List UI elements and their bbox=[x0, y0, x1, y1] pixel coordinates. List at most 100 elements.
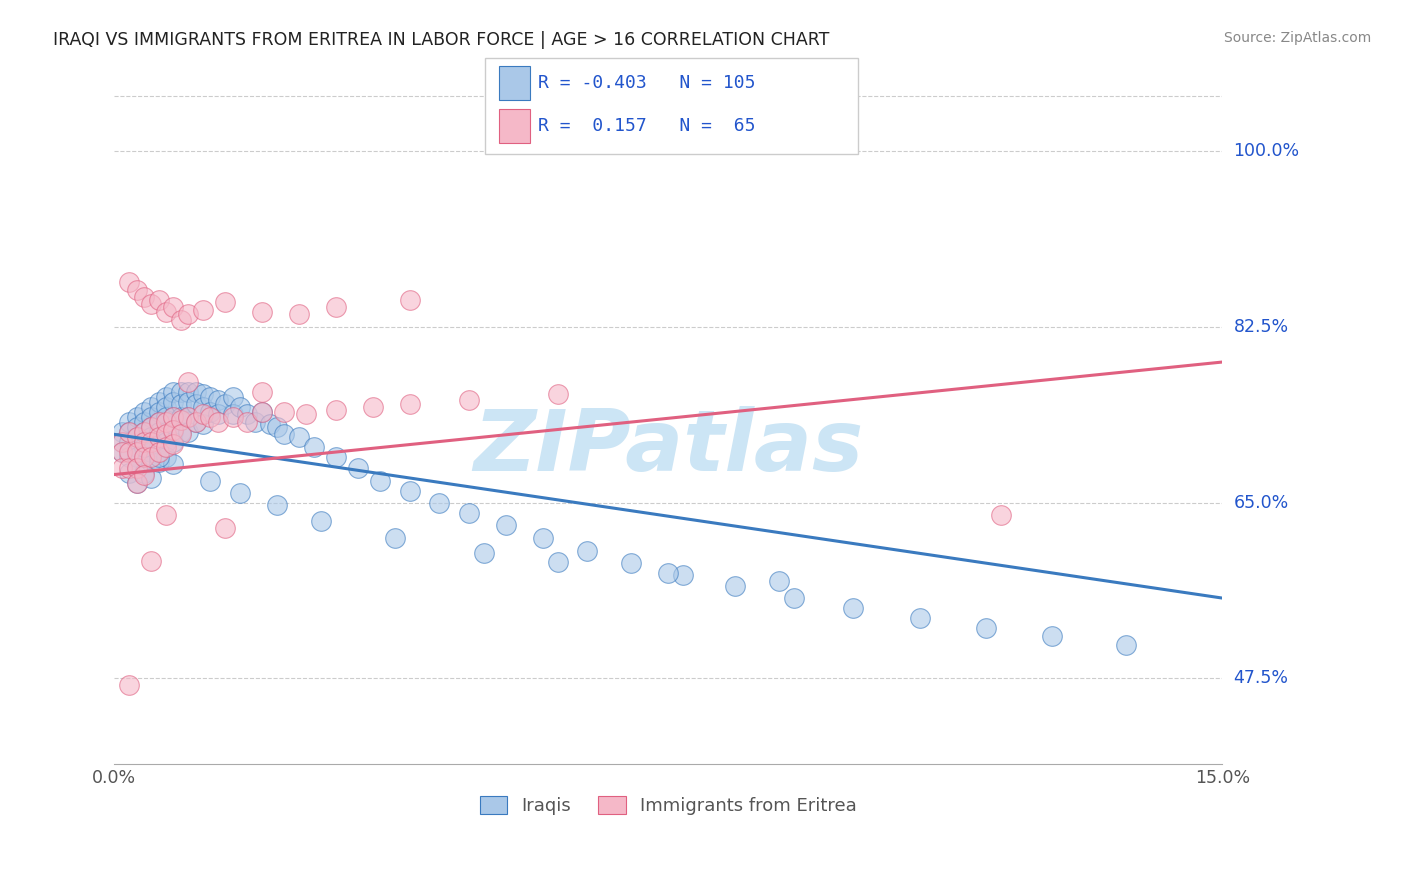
Point bbox=[236, 407, 259, 421]
Point bbox=[162, 410, 184, 425]
Point bbox=[620, 556, 643, 570]
Point bbox=[229, 485, 252, 500]
Point bbox=[399, 483, 422, 498]
Point bbox=[125, 475, 148, 490]
Point bbox=[250, 405, 273, 419]
Point bbox=[207, 393, 229, 408]
Point bbox=[132, 450, 155, 465]
Legend: Iraqis, Immigrants from Eritrea: Iraqis, Immigrants from Eritrea bbox=[472, 789, 863, 822]
Point bbox=[118, 450, 141, 465]
Point bbox=[141, 554, 163, 568]
Point bbox=[170, 410, 193, 425]
Point bbox=[125, 430, 148, 444]
Point bbox=[243, 415, 266, 429]
Point bbox=[125, 283, 148, 297]
Point bbox=[162, 435, 184, 450]
Point bbox=[302, 441, 325, 455]
Point bbox=[155, 425, 177, 440]
Point bbox=[990, 508, 1012, 522]
Point bbox=[111, 435, 134, 450]
Point bbox=[148, 405, 170, 419]
Point bbox=[118, 466, 141, 480]
Point bbox=[125, 420, 148, 434]
Point bbox=[221, 410, 243, 425]
Point bbox=[288, 307, 311, 321]
Point bbox=[1115, 638, 1137, 652]
Point bbox=[148, 455, 170, 469]
Point bbox=[429, 496, 451, 510]
Point bbox=[325, 300, 347, 314]
Point bbox=[125, 430, 148, 444]
Point bbox=[325, 403, 347, 417]
Point bbox=[148, 293, 170, 307]
Point bbox=[368, 474, 391, 488]
Point bbox=[118, 275, 141, 289]
Point bbox=[141, 470, 163, 484]
Point bbox=[200, 474, 222, 488]
Point bbox=[399, 397, 422, 411]
Point bbox=[155, 441, 177, 455]
Point bbox=[132, 435, 155, 450]
Point bbox=[309, 514, 332, 528]
Point bbox=[266, 498, 288, 512]
Point bbox=[974, 621, 997, 635]
Point bbox=[472, 546, 495, 560]
Point bbox=[170, 413, 193, 427]
Point bbox=[162, 410, 184, 425]
Point bbox=[162, 423, 184, 437]
Text: 100.0%: 100.0% bbox=[1233, 142, 1299, 160]
Point bbox=[148, 415, 170, 429]
Text: ZIPatlas: ZIPatlas bbox=[474, 406, 863, 489]
Point bbox=[118, 460, 141, 475]
Point bbox=[148, 450, 170, 465]
Point bbox=[266, 420, 288, 434]
Point bbox=[132, 441, 155, 455]
Point bbox=[184, 415, 207, 429]
Point bbox=[672, 568, 695, 582]
Point bbox=[250, 405, 273, 419]
Point bbox=[162, 385, 184, 400]
Text: Source: ZipAtlas.com: Source: ZipAtlas.com bbox=[1223, 31, 1371, 45]
Point bbox=[148, 430, 170, 444]
Point bbox=[191, 387, 214, 401]
Point bbox=[191, 401, 214, 415]
Point bbox=[221, 407, 243, 421]
Point bbox=[125, 460, 148, 475]
Point bbox=[259, 417, 281, 432]
Point bbox=[148, 445, 170, 459]
Point bbox=[155, 427, 177, 442]
Point bbox=[207, 415, 229, 429]
Point bbox=[118, 425, 141, 440]
Point bbox=[547, 555, 569, 569]
Point bbox=[162, 395, 184, 409]
Text: 82.5%: 82.5% bbox=[1233, 318, 1289, 336]
Point bbox=[177, 425, 200, 440]
Point bbox=[191, 302, 214, 317]
Point bbox=[325, 450, 347, 465]
Point bbox=[125, 441, 148, 455]
Point bbox=[842, 601, 865, 615]
Point bbox=[547, 387, 569, 401]
Point bbox=[531, 531, 554, 545]
Point bbox=[162, 425, 184, 440]
Point bbox=[214, 397, 236, 411]
Point bbox=[141, 445, 163, 459]
Point bbox=[141, 297, 163, 311]
Point bbox=[458, 393, 481, 408]
Point bbox=[155, 305, 177, 319]
Point bbox=[214, 294, 236, 309]
Text: 47.5%: 47.5% bbox=[1233, 669, 1288, 688]
Point bbox=[155, 508, 177, 522]
Point bbox=[162, 437, 184, 451]
Point bbox=[111, 435, 134, 450]
Point bbox=[125, 410, 148, 425]
Point bbox=[118, 445, 141, 459]
Point bbox=[783, 591, 806, 605]
Point bbox=[155, 410, 177, 425]
Point bbox=[250, 385, 273, 400]
Point bbox=[184, 415, 207, 429]
Text: R = -0.403   N = 105: R = -0.403 N = 105 bbox=[538, 74, 756, 92]
Point bbox=[125, 450, 148, 465]
Point bbox=[576, 544, 599, 558]
Point bbox=[177, 375, 200, 389]
